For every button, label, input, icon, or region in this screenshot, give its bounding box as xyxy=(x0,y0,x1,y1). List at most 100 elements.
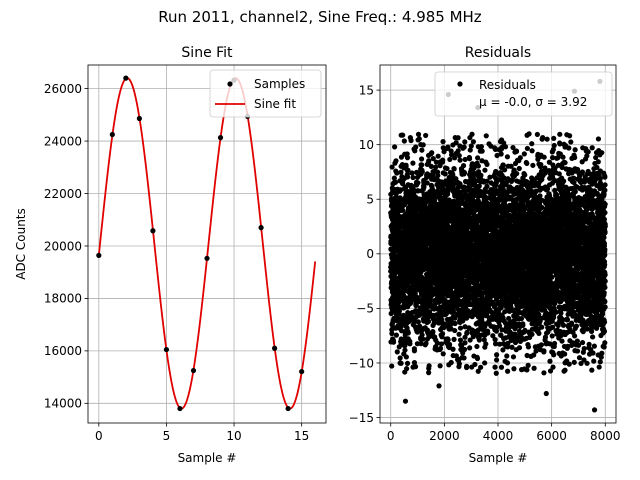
residual-point xyxy=(430,156,436,162)
sine-fit-legend: Samples Sine fit xyxy=(209,69,322,118)
residual-point xyxy=(457,325,464,331)
residual-point xyxy=(504,360,511,366)
residual-point xyxy=(427,299,433,305)
residual-point xyxy=(484,183,490,189)
residual-point xyxy=(415,188,421,194)
residual-point xyxy=(404,174,411,180)
residual-point xyxy=(451,336,457,342)
sample-point xyxy=(299,368,305,375)
residual-point xyxy=(445,337,451,343)
sine-fit-samples-group xyxy=(96,75,305,412)
residual-point xyxy=(426,370,432,376)
sine-fit-line xyxy=(97,77,317,410)
residual-point xyxy=(440,157,446,163)
residual-point xyxy=(475,155,481,161)
residual-point xyxy=(478,144,484,150)
residual-point xyxy=(456,331,462,337)
residual-point xyxy=(403,354,409,360)
residual-point xyxy=(457,157,463,163)
residual-point xyxy=(461,170,468,176)
residual-point xyxy=(504,154,511,160)
sine-fit-ytick-label: 14000 xyxy=(44,397,82,411)
residual-point xyxy=(452,320,458,327)
residual-point xyxy=(391,175,397,181)
residual-point xyxy=(404,151,410,157)
sine-fit-frame xyxy=(87,64,327,424)
residual-point xyxy=(476,337,482,343)
residual-point xyxy=(411,348,418,354)
residual-point xyxy=(423,132,429,139)
residual-point xyxy=(469,131,475,137)
residual-point xyxy=(440,145,446,151)
residual-point xyxy=(442,171,448,177)
residual-point xyxy=(410,174,416,181)
residual-point xyxy=(467,345,473,351)
residual-point xyxy=(440,351,446,357)
residual-point xyxy=(517,155,523,161)
residual-point xyxy=(441,149,447,155)
residual-point xyxy=(398,169,404,175)
residual-point xyxy=(407,341,413,347)
residual-point xyxy=(411,359,418,366)
residual-point xyxy=(446,341,453,348)
residual-point xyxy=(420,142,426,148)
figure-suptitle: Run 2011, channel2, Sine Freq.: 4.985 MH… xyxy=(158,8,482,26)
residual-point xyxy=(493,370,499,376)
residual-point xyxy=(390,339,397,345)
sine-fit-xtick-label: 5 xyxy=(163,429,171,443)
residual-point xyxy=(456,361,462,367)
sample-point xyxy=(204,255,210,261)
residual-point xyxy=(433,159,439,165)
residual-point xyxy=(404,360,411,366)
residual-point xyxy=(510,354,517,360)
residual-point xyxy=(494,352,500,358)
residual-point xyxy=(438,313,445,319)
sample-point xyxy=(109,131,115,138)
residual-point xyxy=(420,336,426,342)
residual-point xyxy=(415,180,421,186)
residual-point xyxy=(478,364,484,370)
residual-point xyxy=(435,184,442,190)
sine-fit-ticks: 0 5 10 151400016000180002000022000240002600… xyxy=(44,82,309,443)
residual-point xyxy=(398,360,404,366)
residual-point xyxy=(403,340,409,346)
residual-point xyxy=(419,332,425,338)
sample-point xyxy=(150,228,156,234)
residual-point xyxy=(455,135,461,141)
residual-point xyxy=(412,364,419,370)
residual-point xyxy=(474,343,480,350)
residual-point xyxy=(426,363,432,369)
residual-point xyxy=(404,155,411,161)
residual-point xyxy=(452,327,458,334)
legend-samples-marker xyxy=(227,81,233,87)
residual-point xyxy=(418,156,425,162)
residual-point xyxy=(516,165,522,172)
residual-point xyxy=(498,364,505,370)
sine-fit-ytick-label: 16000 xyxy=(44,344,82,358)
residual-point xyxy=(466,156,473,162)
residual-point xyxy=(483,133,489,139)
residual-point xyxy=(504,353,510,359)
residual-point xyxy=(400,207,406,213)
sine-fit-line-group xyxy=(97,77,317,410)
sine-fit-title: Sine Fit xyxy=(181,45,233,61)
sine-fit-ytick-label: 22000 xyxy=(44,187,82,201)
residual-point xyxy=(430,328,436,335)
residual-point xyxy=(393,332,400,338)
sine-fit-ytick-label: 18000 xyxy=(44,292,82,306)
residual-point xyxy=(518,315,525,322)
residual-point xyxy=(426,158,432,164)
residual-point xyxy=(432,164,439,170)
residual-point xyxy=(437,345,444,352)
residual-point xyxy=(457,337,464,343)
residual-point xyxy=(418,341,424,347)
sample-point xyxy=(123,75,129,81)
residual-point xyxy=(393,158,399,164)
residual-point xyxy=(516,345,523,351)
residual-point xyxy=(478,172,484,178)
residual-point xyxy=(444,165,450,172)
residual-point xyxy=(456,153,462,159)
residual-point xyxy=(421,184,427,190)
sine-fit-xtick-label: 10 xyxy=(226,429,241,443)
